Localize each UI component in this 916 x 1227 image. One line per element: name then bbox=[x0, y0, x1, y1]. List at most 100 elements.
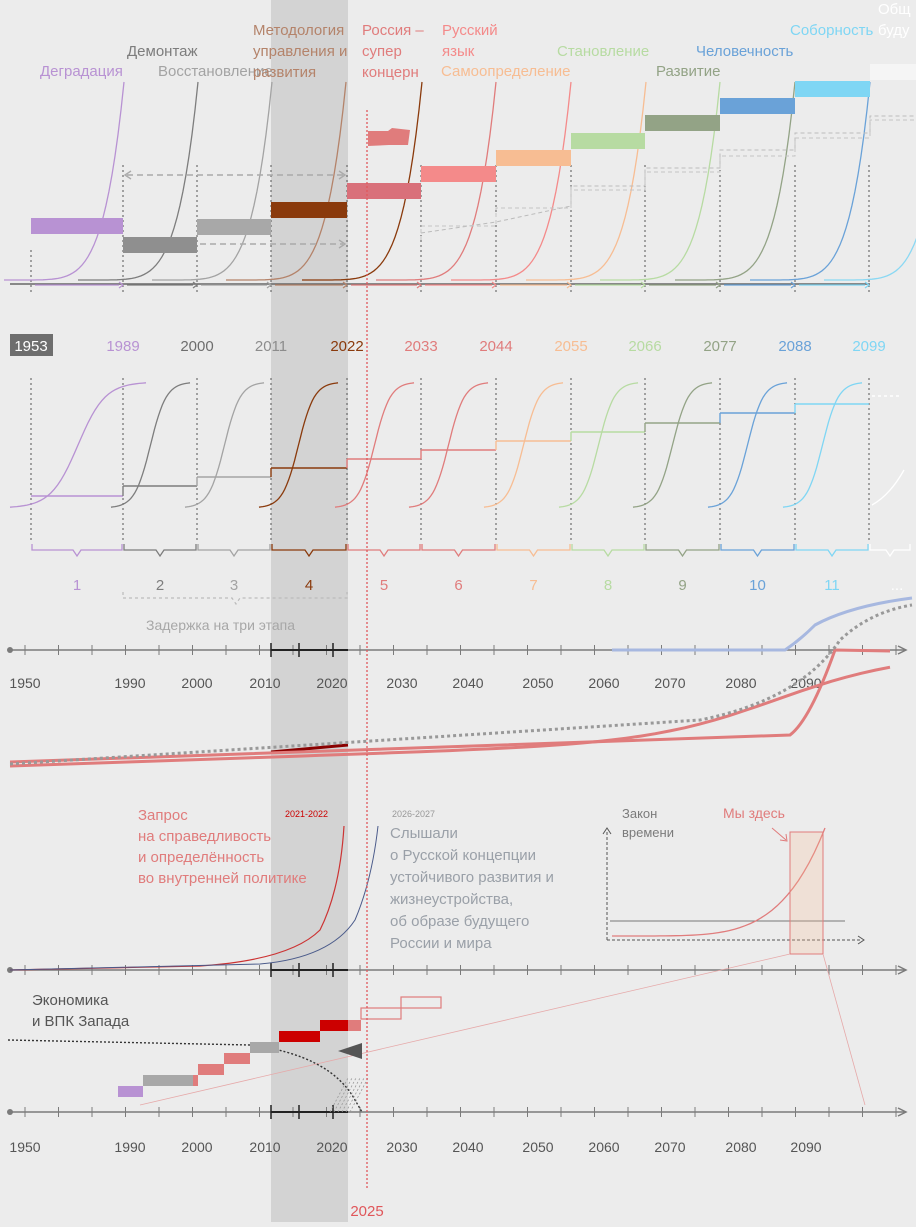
step-block bbox=[224, 1053, 250, 1064]
development-curve-red bbox=[9, 665, 891, 768]
stage-bracket bbox=[123, 544, 197, 558]
s-curve bbox=[110, 382, 191, 508]
stage-bracket bbox=[31, 544, 123, 558]
year-label: 2066 bbox=[628, 338, 661, 355]
delay-arrowhead bbox=[338, 239, 347, 249]
stage-number: 2 bbox=[156, 577, 164, 594]
request-text: Запрос bbox=[138, 807, 188, 824]
heard-text: устойчивого развития и bbox=[390, 869, 554, 886]
step-block-outline bbox=[360, 1007, 402, 1020]
delay-brace bbox=[122, 592, 348, 606]
year-label: 2011 bbox=[255, 338, 287, 355]
timeline-bottom-axis-start bbox=[7, 1109, 13, 1115]
stage-arrowhead bbox=[491, 281, 497, 289]
timeline-year: 2080 bbox=[725, 1139, 756, 1155]
year-label: 1953 bbox=[14, 338, 47, 355]
timeline-year: 2010 bbox=[249, 1139, 280, 1155]
timeline-year: 2010 bbox=[249, 675, 280, 691]
stage-label-1: Деградация bbox=[40, 63, 123, 80]
step-block bbox=[143, 1075, 193, 1086]
stage-label-3: Восстановление bbox=[158, 63, 273, 80]
growth-curve bbox=[376, 81, 497, 281]
timeline-year: 2030 bbox=[386, 1139, 417, 1155]
stage-bar bbox=[496, 150, 571, 166]
heard-text: Слышали bbox=[390, 825, 458, 842]
stage-label-4: управления и bbox=[253, 43, 347, 60]
stage-number: 7 bbox=[529, 577, 537, 594]
timeline-year: 2050 bbox=[522, 675, 553, 691]
step-block bbox=[250, 1042, 279, 1053]
inset-marker-arrowhead bbox=[779, 833, 788, 842]
stage-bracket bbox=[720, 544, 795, 558]
timeline-year: 2030 bbox=[386, 675, 417, 691]
stage-label-4: Методология bbox=[253, 22, 344, 39]
economy-hatch bbox=[337, 1077, 357, 1113]
timeline-year: 2080 bbox=[725, 675, 756, 691]
zoom-line bbox=[822, 953, 866, 1106]
stage-bar bbox=[571, 133, 645, 149]
step-block bbox=[198, 1064, 224, 1075]
s-curve bbox=[707, 382, 788, 508]
tag-2026: 2026-2027 bbox=[392, 809, 435, 819]
stage-label-12: буду bbox=[878, 22, 910, 39]
stage-label-8: Становление bbox=[557, 43, 649, 60]
inset-x-arrow bbox=[857, 935, 865, 945]
delay-arrowhead bbox=[123, 170, 132, 180]
economy-label: и ВПК Запада bbox=[32, 1013, 130, 1030]
s-curve bbox=[632, 382, 713, 508]
timeline-year: 2090 bbox=[790, 1139, 821, 1155]
step-block bbox=[279, 1031, 320, 1042]
timeline-year: 2020 bbox=[316, 1139, 347, 1155]
stage-bracket bbox=[795, 544, 869, 558]
timeline-year: 2000 bbox=[181, 675, 212, 691]
stage-arrowhead bbox=[118, 281, 124, 289]
stage-label-9: Развитие bbox=[656, 63, 721, 80]
stage-bracket bbox=[869, 544, 911, 558]
stage-arrowhead bbox=[864, 281, 870, 289]
request-text: во внутренней политике bbox=[138, 870, 307, 887]
stage-arrowhead bbox=[342, 281, 348, 289]
development-curve-red-upper bbox=[9, 648, 891, 764]
stage-bar bbox=[645, 115, 720, 131]
year-label: 2077 bbox=[703, 338, 736, 355]
stage-number: 5 bbox=[380, 577, 388, 594]
economy-hatch bbox=[345, 1077, 365, 1113]
s-curve bbox=[184, 382, 265, 508]
request-curve bbox=[9, 825, 345, 971]
growth-curve bbox=[526, 81, 647, 281]
year-label: 2055 bbox=[554, 338, 587, 355]
stage-bar bbox=[795, 81, 870, 97]
tag-2021: 2021-2022 bbox=[285, 809, 328, 819]
stage-number: 4 bbox=[305, 577, 313, 594]
timeline-year: 1950 bbox=[9, 1139, 40, 1155]
stage-number: 11 bbox=[824, 577, 840, 594]
economy-hatch bbox=[349, 1077, 369, 1113]
economy-hatch bbox=[333, 1077, 353, 1113]
stage-number: 1 bbox=[73, 577, 81, 594]
stage-number: 6 bbox=[454, 577, 462, 594]
stage-arrowhead bbox=[715, 281, 721, 289]
stage-label-5: Россия – bbox=[362, 22, 424, 39]
growth-curve bbox=[4, 81, 125, 281]
timeline-year: 2070 bbox=[654, 675, 685, 691]
s-curve bbox=[558, 382, 639, 508]
stage-bar bbox=[271, 202, 347, 218]
s-curve bbox=[334, 382, 415, 508]
inset-y-arrow bbox=[602, 827, 612, 835]
timeline-year: 2020 bbox=[316, 675, 347, 691]
timeline-year: 2040 bbox=[452, 675, 483, 691]
stage-bracket bbox=[496, 544, 571, 558]
stage-label-4: развития bbox=[253, 64, 316, 81]
flag-icon bbox=[368, 128, 410, 146]
stage-label-7: Самоопределение bbox=[441, 63, 571, 80]
growth-curve bbox=[302, 81, 423, 281]
timeline-year: 1990 bbox=[114, 1139, 145, 1155]
timeline-year: 1990 bbox=[114, 675, 145, 691]
inset-curve bbox=[612, 827, 826, 937]
growth-curve bbox=[824, 237, 916, 281]
year-label: 2022 bbox=[330, 338, 363, 355]
development-curve-dotted bbox=[9, 603, 913, 766]
timeline-top-axis-start bbox=[7, 647, 13, 653]
